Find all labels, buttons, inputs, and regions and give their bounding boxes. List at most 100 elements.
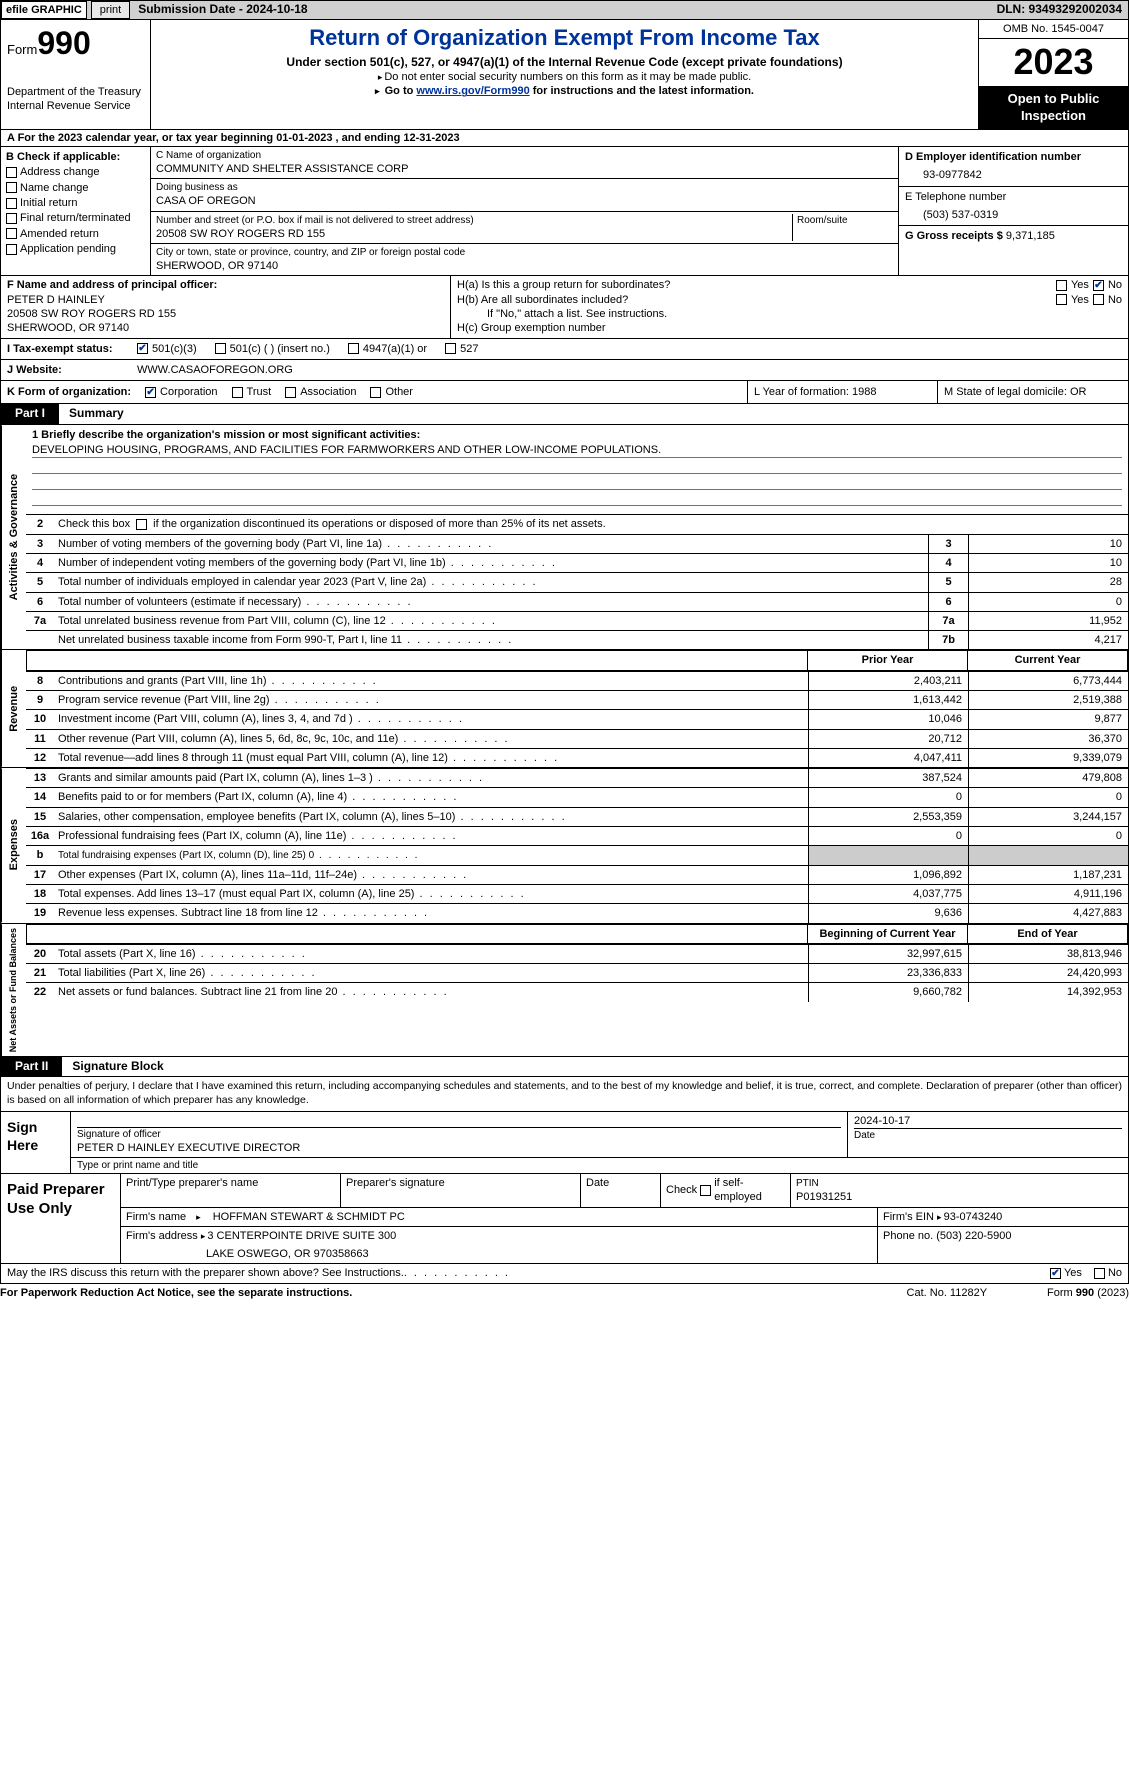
phone-label: E Telephone number: [905, 190, 1122, 204]
checkbox-icon[interactable]: [1093, 280, 1104, 291]
summary-row: 5Total number of individuals employed in…: [26, 572, 1128, 591]
f-city: SHERWOOD, OR 97140: [7, 321, 444, 335]
checkbox-icon[interactable]: [445, 343, 456, 354]
cb-name-change[interactable]: Name change: [6, 181, 145, 195]
dots: [404, 1266, 510, 1280]
sign-here-row: Sign Here Signature of officer PETER D H…: [1, 1111, 1128, 1173]
print-button[interactable]: print: [91, 1, 130, 19]
cb-other[interactable]: Other: [370, 385, 413, 399]
street-row: Number and street (or P.O. box if mail i…: [151, 212, 898, 244]
checkbox-icon[interactable]: [1056, 294, 1067, 305]
checkbox-icon[interactable]: [6, 213, 17, 224]
checkbox-icon[interactable]: [1094, 1268, 1105, 1279]
f-label: F Name and address of principal officer:: [7, 278, 444, 292]
goto-line: Go to www.irs.gov/Form990 for instructio…: [157, 84, 972, 98]
governance-section: Activities & Governance 1 Briefly descri…: [0, 425, 1129, 650]
org-name-cell: C Name of organization COMMUNITY AND SHE…: [151, 147, 898, 179]
street-value: 20508 SW ROY ROGERS RD 155: [156, 227, 788, 241]
cb-amended[interactable]: Amended return: [6, 227, 145, 241]
header-middle: Return of Organization Exempt From Incom…: [151, 20, 978, 129]
cb-501c3[interactable]: 501(c)(3): [137, 342, 197, 356]
checkbox-icon[interactable]: [1050, 1268, 1061, 1279]
checkbox-icon[interactable]: [6, 167, 17, 178]
form-label: Form: [7, 42, 37, 57]
hb-label: H(b) Are all subordinates included?: [457, 293, 1056, 307]
checkbox-icon[interactable]: [136, 519, 147, 530]
submission-date: Submission Date - 2024-10-18: [138, 2, 307, 18]
k-label: K Form of organization:: [7, 385, 131, 399]
sig-date: 2024-10-17: [854, 1114, 1122, 1129]
paid-label: Paid Preparer Use Only: [1, 1174, 121, 1263]
cb-app-pending[interactable]: Application pending: [6, 242, 145, 256]
i-label: I Tax-exempt status:: [1, 339, 131, 359]
cb-501c[interactable]: 501(c) ( ) (insert no.): [215, 342, 330, 356]
top-toolbar: efile GRAPHIC print Submission Date - 20…: [0, 0, 1129, 20]
cb-initial-return[interactable]: Initial return: [6, 196, 145, 210]
irs-link[interactable]: www.irs.gov/Form990: [416, 85, 529, 97]
checkbox-icon[interactable]: [370, 387, 381, 398]
form-title: Return of Organization Exempt From Incom…: [157, 24, 972, 53]
summary-row: 21Total liabilities (Part X, line 26)23,…: [26, 963, 1128, 982]
checkbox-icon[interactable]: [6, 182, 17, 193]
underline: [32, 475, 1122, 490]
summary-row: bTotal fundraising expenses (Part IX, co…: [26, 845, 1128, 864]
checkbox-icon[interactable]: [6, 198, 17, 209]
checkbox-icon[interactable]: [285, 387, 296, 398]
cb-address-change[interactable]: Address change: [6, 165, 145, 179]
checkbox-icon[interactable]: [6, 228, 17, 239]
city-label: City or town, state or province, country…: [156, 246, 893, 259]
checkbox-icon[interactable]: [215, 343, 226, 354]
summary-row: 19Revenue less expenses. Subtract line 1…: [26, 903, 1128, 922]
vtab-expenses: Expenses: [1, 768, 26, 922]
cb-4947[interactable]: 4947(a)(1) or: [348, 342, 427, 356]
cb-final-return[interactable]: Final return/terminated: [6, 211, 145, 225]
checkbox-icon[interactable]: [6, 244, 17, 255]
cb-trust[interactable]: Trust: [232, 385, 272, 399]
firm-name-cell: Firm's nameHOFFMAN STEWART & SCHMIDT PC: [121, 1208, 878, 1226]
column-c: C Name of organization COMMUNITY AND SHE…: [151, 147, 898, 275]
goto-suffix: for instructions and the latest informat…: [530, 85, 754, 97]
ein-value: 93-0977842: [905, 164, 1122, 182]
header-right: OMB No. 1545-0047 2023 Open to Public In…: [978, 20, 1128, 129]
discuss-yes[interactable]: Yes: [1050, 1266, 1082, 1280]
gross-value: 9,371,185: [1006, 230, 1055, 242]
cb-corp[interactable]: Corporation: [145, 385, 217, 399]
f-name: PETER D HAINLEY: [7, 293, 444, 307]
preparer-name-h: Print/Type preparer's name: [121, 1174, 341, 1207]
netassets-section: Net Assets or Fund Balances Beginning of…: [0, 924, 1129, 1057]
sig-officer-label: Signature of officer: [77, 1128, 841, 1141]
officer-name: PETER D HAINLEY EXECUTIVE DIRECTOR: [77, 1141, 841, 1155]
cb-assoc[interactable]: Association: [285, 385, 356, 399]
phone-value: (503) 537-0319: [905, 204, 1122, 222]
tax-year: 2023: [979, 39, 1128, 87]
f-street: 20508 SW ROY ROGERS RD 155: [7, 307, 444, 321]
summary-row: 10Investment income (Part VIII, column (…: [26, 709, 1128, 728]
firm-phone-cell: Phone no. (503) 220-5900: [878, 1227, 1128, 1264]
summary-row: 4Number of independent voting members of…: [26, 553, 1128, 572]
part1-tag: Part I: [1, 404, 59, 424]
open-public-badge: Open to Public Inspection: [979, 87, 1128, 129]
h-block: H(a) Is this a group return for subordin…: [451, 276, 1128, 337]
checkbox-icon[interactable]: [700, 1185, 711, 1196]
checkbox-icon[interactable]: [348, 343, 359, 354]
discuss-no[interactable]: No: [1094, 1266, 1122, 1280]
revenue-section: Revenue Prior Year Current Year 8Contrib…: [0, 650, 1129, 768]
cb-527[interactable]: 527: [445, 342, 478, 356]
self-employed-h: Checkif self-employed: [661, 1174, 791, 1207]
dln-number: DLN: 93493292002034: [997, 2, 1122, 18]
omb-number: OMB No. 1545-0047: [979, 20, 1128, 39]
block-bcd: B Check if applicable: Address change Na…: [0, 147, 1129, 276]
ein-label: D Employer identification number: [905, 150, 1122, 164]
summary-row: 3Number of voting members of the governi…: [26, 534, 1128, 553]
summary-row: 18Total expenses. Add lines 13–17 (must …: [26, 884, 1128, 903]
part1-header: Part I Summary: [0, 404, 1129, 425]
summary-row: 9Program service revenue (Part VIII, lin…: [26, 690, 1128, 709]
mission-row: 1 Briefly describe the organization's mi…: [26, 425, 1128, 514]
checkbox-icon[interactable]: [137, 343, 148, 354]
dept-treasury: Department of the Treasury Internal Reve…: [7, 85, 144, 114]
checkbox-icon[interactable]: [1093, 294, 1104, 305]
checkbox-icon[interactable]: [1056, 280, 1067, 291]
checkbox-icon[interactable]: [145, 387, 156, 398]
checkbox-icon[interactable]: [232, 387, 243, 398]
paperwork-notice: For Paperwork Reduction Act Notice, see …: [0, 1286, 352, 1300]
